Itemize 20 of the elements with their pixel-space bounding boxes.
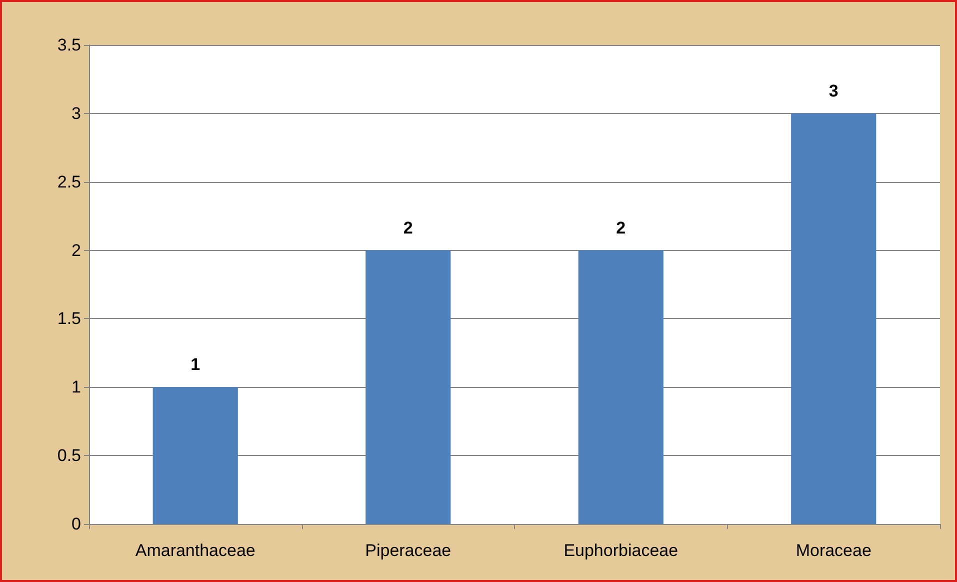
y-tick-label: 3.5 (57, 36, 81, 54)
data-label: 1 (190, 355, 200, 374)
y-tick-label: 1.5 (57, 309, 81, 328)
y-tick-label: 0.5 (57, 446, 81, 466)
bar (791, 113, 876, 524)
bar (578, 250, 664, 524)
y-tick-label: 1 (72, 378, 81, 397)
x-tick-label: Moraceae (796, 541, 872, 560)
x-tick-label: Piperaceae (365, 541, 452, 560)
y-tick-label: 0 (72, 514, 81, 534)
x-tick-label: Euphorbiaceae (564, 541, 678, 560)
bar (366, 250, 451, 524)
y-tick-label: 2 (72, 240, 81, 260)
y-tick-label: 3 (72, 104, 81, 123)
data-label: 2 (403, 218, 413, 238)
data-label: 3 (828, 81, 838, 100)
bar (152, 387, 238, 524)
data-label: 2 (616, 218, 626, 238)
x-tick-label: Amaranthaceae (135, 541, 256, 560)
y-tick-label: 2.5 (57, 172, 81, 192)
